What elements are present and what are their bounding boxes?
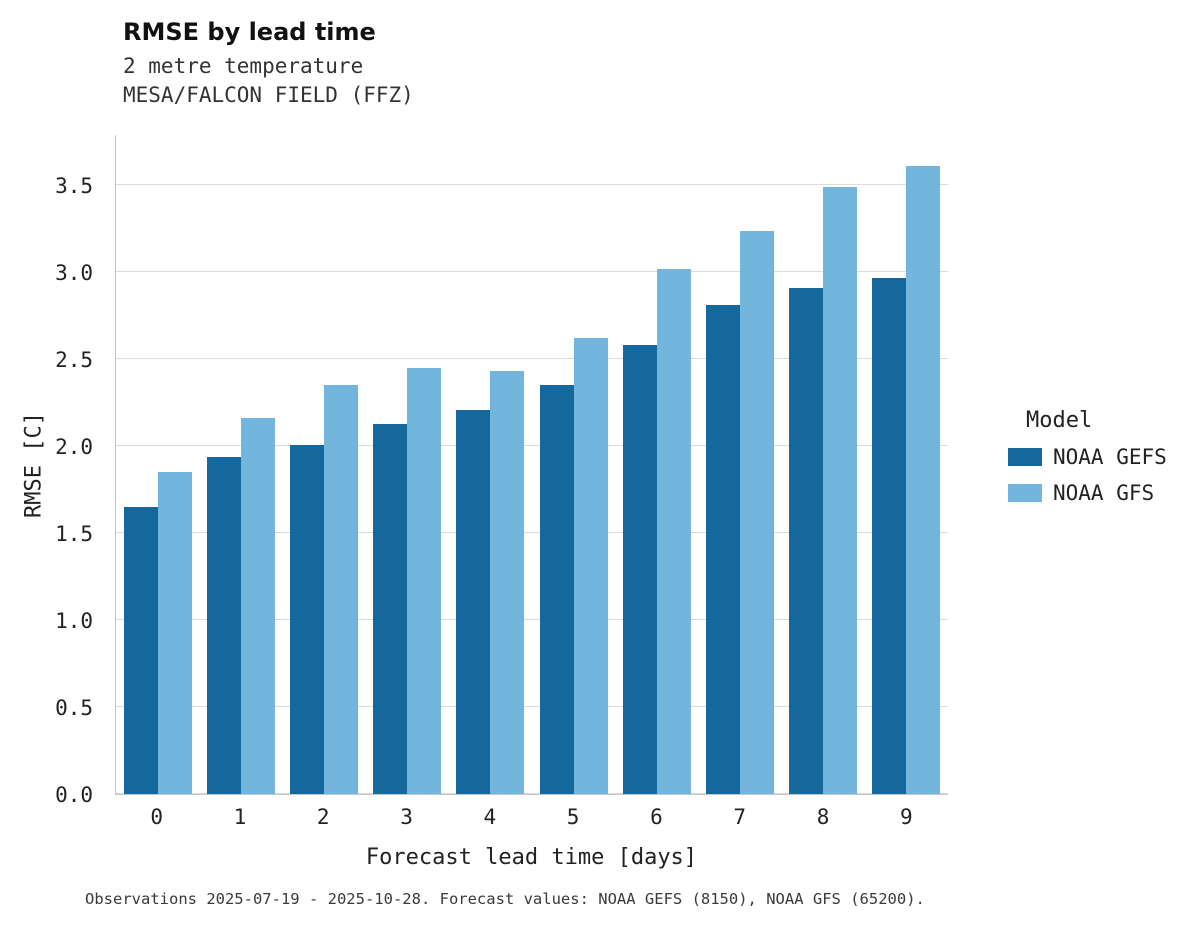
x-tick-label: 0: [150, 805, 163, 829]
bar-group-day-5: [532, 135, 615, 794]
gridline: [116, 705, 948, 708]
bar-group-day-9: [865, 135, 948, 794]
y-tick-label: 1.5: [55, 521, 93, 546]
chart-subtitle: 2 metre temperature MESA/FALCON FIELD (FF…: [123, 52, 414, 110]
bar-noaa-gefs: [206, 456, 241, 794]
x-axis-label: Forecast lead time [days]: [365, 845, 698, 870]
bar-noaa-gfs: [739, 230, 774, 794]
gridline: [116, 444, 948, 447]
bar-noaa-gfs: [157, 472, 192, 794]
bar-noaa-gfs: [573, 338, 608, 794]
y-tick-label: 1.0: [55, 608, 93, 633]
bar-group-day-1: [199, 135, 282, 794]
bar-noaa-gefs: [456, 409, 491, 794]
x-tick-label: 8: [816, 805, 830, 829]
bar-group-day-0: [116, 135, 199, 794]
subtitle-line-2: MESA/FALCON FIELD (FFZ): [123, 83, 414, 107]
chart-title: RMSE by lead time: [123, 18, 376, 46]
bar-noaa-gefs: [705, 305, 740, 794]
legend-title: Model: [1026, 408, 1093, 433]
x-tick-label: 9: [899, 805, 913, 829]
y-tick-label: 0.0: [55, 783, 93, 807]
legend-label-gfs: NOAA GFS: [1053, 481, 1155, 505]
bar-group-day-7: [698, 135, 781, 794]
x-axis-tick-labels: 0 1 2 3 4 5 6 7 8 9: [115, 805, 948, 829]
y-tick-label: 2.5: [55, 347, 93, 372]
gridline: [116, 357, 948, 360]
caption: Observations 2025-07-19 - 2025-10-28. Fo…: [85, 890, 925, 908]
x-tick-label: 7: [733, 805, 747, 829]
bar-group-day-3: [366, 135, 449, 794]
subtitle-line-1: 2 metre temperature: [123, 54, 364, 78]
y-tick-label: 0.5: [55, 695, 93, 720]
legend: Model NOAA GEFS NOAA GFS: [1008, 408, 1183, 517]
bar-group-day-8: [782, 135, 865, 794]
gridline: [116, 531, 948, 534]
x-tick-label: 5: [566, 805, 580, 829]
bar-noaa-gfs: [906, 166, 941, 794]
bar-noaa-gfs: [240, 418, 275, 794]
bar-group-day-2: [282, 135, 365, 794]
bar-group-day-6: [615, 135, 698, 794]
gefs-color-swatch: [1008, 448, 1042, 466]
gridline: [116, 792, 948, 794]
bar-noaa-gefs: [123, 507, 158, 794]
gridline: [116, 183, 948, 186]
bar-noaa-gfs: [323, 385, 358, 794]
x-tick-label: 6: [650, 805, 663, 829]
y-tick-label: 3.5: [55, 173, 93, 198]
y-axis-tick-labels: 0.0 0.5 1.0 1.5 2.0 2.5 3.0 3.5: [0, 135, 103, 807]
bar-noaa-gefs: [872, 277, 907, 794]
x-tick-label: 2: [316, 805, 330, 829]
bar-noaa-gefs: [539, 385, 574, 794]
gfs-color-swatch: [1008, 484, 1042, 502]
bar-noaa-gfs: [656, 268, 691, 794]
legend-entry-gfs: NOAA GFS: [1008, 481, 1183, 505]
bar-noaa-gefs: [373, 423, 408, 794]
x-tick-label: 4: [483, 805, 497, 829]
bar-noaa-gfs: [490, 371, 525, 794]
y-tick-label: 2.0: [55, 434, 93, 459]
gridline: [116, 270, 948, 273]
gridline: [116, 618, 948, 621]
x-tick-label: 1: [233, 805, 247, 829]
bar-noaa-gfs: [823, 187, 858, 794]
bar-noaa-gfs: [407, 368, 442, 794]
bar-group-day-4: [449, 135, 532, 794]
bar-noaa-gefs: [622, 345, 657, 794]
legend-label-gefs: NOAA GEFS: [1053, 445, 1167, 469]
bars-layer: [116, 135, 948, 794]
plot-area: [115, 135, 948, 795]
legend-entry-gefs: NOAA GEFS: [1008, 445, 1183, 469]
y-tick-label: 3.0: [55, 260, 93, 285]
x-tick-label: 3: [400, 805, 413, 829]
bar-noaa-gefs: [289, 444, 324, 794]
bar-noaa-gefs: [789, 288, 824, 794]
